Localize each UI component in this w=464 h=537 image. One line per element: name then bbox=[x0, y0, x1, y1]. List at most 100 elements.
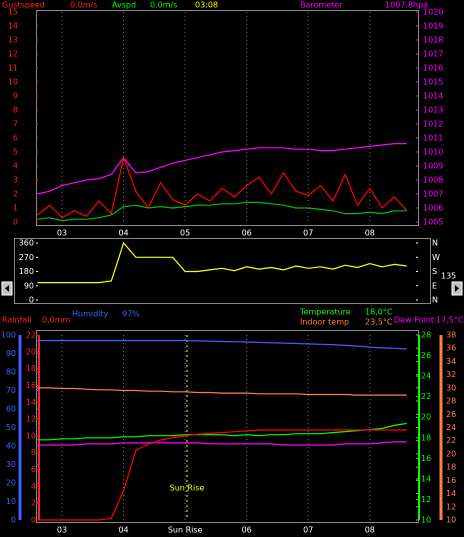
y-tick-label: 1014 bbox=[423, 92, 443, 101]
y-tick-label: 1020 bbox=[423, 8, 443, 17]
y-tick-label: 80 bbox=[6, 368, 16, 377]
x-tick-label: 03 bbox=[57, 229, 67, 238]
y-tick-label: 90 bbox=[6, 349, 16, 358]
annotation-text: Sun Rise bbox=[170, 484, 205, 493]
y-tick-label: 28 bbox=[421, 331, 431, 340]
x-tick-label: 06 bbox=[242, 526, 252, 535]
direction-panel-frame bbox=[14, 238, 431, 304]
y-tick-label: 0 bbox=[13, 218, 18, 227]
y-tick-label: 1009 bbox=[423, 162, 443, 171]
readout-label: Temperature bbox=[299, 308, 351, 317]
x-tick-label: 04 bbox=[118, 229, 128, 238]
y-tick-label: 1013 bbox=[423, 106, 443, 115]
series-line bbox=[37, 387, 407, 396]
x-tick-label: 07 bbox=[303, 229, 313, 238]
y-tick-label: 9 bbox=[13, 92, 18, 101]
readout-value: 17,5°C bbox=[436, 316, 464, 325]
readout-value: 23,5°C bbox=[365, 318, 393, 327]
y-tick-label: 12 bbox=[421, 495, 431, 504]
y-tick-label: 16 bbox=[26, 381, 36, 390]
y-tick-label: 12 bbox=[446, 502, 456, 511]
y-tick-label: 1 bbox=[13, 204, 18, 213]
y-tick-label: 18 bbox=[26, 364, 36, 373]
y-tick-label: 14 bbox=[446, 489, 456, 498]
y-tick-label: 2 bbox=[13, 190, 18, 199]
series-line bbox=[37, 429, 407, 521]
scroll-left-icon bbox=[5, 285, 9, 292]
y-tick-label: 5 bbox=[13, 148, 18, 157]
x-tick-label: 07 bbox=[303, 526, 313, 535]
y-tick-label: 4 bbox=[31, 482, 36, 491]
y-tick-label: 12 bbox=[26, 415, 36, 424]
y-tick-label: 10 bbox=[421, 516, 431, 525]
y-tick-label: 14 bbox=[8, 22, 18, 31]
y-tick-label: 38 bbox=[446, 331, 456, 340]
readout-value: 0.0m/s bbox=[70, 1, 97, 10]
y-tick-label: 24 bbox=[421, 372, 431, 381]
y-tick-label: N bbox=[432, 239, 438, 248]
readout-label: Avspd bbox=[112, 1, 136, 10]
readout-label: Indoor temp bbox=[300, 318, 349, 327]
y-tick-label: 10 bbox=[8, 78, 18, 87]
y-tick-label: 1016 bbox=[423, 64, 443, 73]
y-tick-label: 22 bbox=[421, 392, 431, 401]
series-line bbox=[37, 201, 407, 222]
y-tick-label: 20 bbox=[421, 413, 431, 422]
y-tick-label: 1012 bbox=[423, 120, 443, 129]
y-tick-label: 0 bbox=[31, 516, 36, 525]
y-tick-label: 14 bbox=[421, 474, 431, 483]
y-tick-label: 1017 bbox=[423, 50, 443, 59]
y-tick-label: 1005 bbox=[423, 218, 443, 227]
y-tick-label: 1011 bbox=[423, 134, 443, 143]
y-tick-label: 28 bbox=[446, 397, 456, 406]
x-tick-label: 08 bbox=[365, 229, 375, 238]
y-tick-label: 4 bbox=[13, 162, 18, 171]
y-tick-label: 15 bbox=[8, 8, 18, 17]
x-tick-label: 08 bbox=[365, 526, 375, 535]
y-tick-label: 20 bbox=[26, 347, 36, 356]
y-tick-label: 1008 bbox=[423, 176, 443, 185]
readout-value: 97% bbox=[122, 310, 140, 319]
readout-label: Dew Point bbox=[394, 316, 434, 325]
y-tick-label: 13 bbox=[8, 36, 18, 45]
x-tick-label: 04 bbox=[118, 526, 128, 535]
y-tick-label: 3 bbox=[13, 176, 18, 185]
readout-label: Rainfall bbox=[2, 316, 32, 325]
y-tick-label: S bbox=[432, 267, 437, 276]
x-tick-label: 06 bbox=[242, 229, 252, 238]
y-tick-label: 90 bbox=[24, 281, 34, 290]
readout-time: 03:08 bbox=[195, 1, 218, 10]
readout-value: 135 bbox=[441, 272, 456, 281]
y-tick-label: 36 bbox=[446, 344, 456, 353]
series-line bbox=[37, 441, 407, 446]
readout-label: Gustspeed bbox=[2, 1, 45, 10]
y-tick-label: 30 bbox=[6, 460, 16, 469]
y-tick-label: 0 bbox=[11, 516, 16, 525]
y-tick-label: 0 bbox=[29, 296, 34, 305]
y-tick-label: 14 bbox=[26, 398, 36, 407]
y-tick-label: 26 bbox=[446, 410, 456, 419]
y-tick-label: 22 bbox=[26, 331, 36, 340]
y-tick-label: 34 bbox=[446, 357, 456, 366]
y-tick-label: 30 bbox=[446, 383, 456, 392]
y-tick-label: N bbox=[432, 296, 438, 305]
y-tick-label: 60 bbox=[6, 405, 16, 414]
y-tick-label: 1015 bbox=[423, 78, 443, 87]
x-tick-label: Sun Rise bbox=[168, 526, 203, 535]
y-tick-label: 10 bbox=[26, 431, 36, 440]
x-tick-label: 05 bbox=[180, 229, 190, 238]
y-tick-label: 16 bbox=[421, 454, 431, 463]
y-tick-label: 6 bbox=[31, 465, 36, 474]
y-tick-label: 16 bbox=[446, 476, 456, 485]
y-tick-label: 20 bbox=[6, 479, 16, 488]
y-tick-label: 50 bbox=[6, 423, 16, 432]
y-tick-label: 7 bbox=[13, 120, 18, 129]
scroll-right-icon bbox=[455, 285, 459, 292]
y-tick-label: 40 bbox=[6, 442, 16, 451]
series-line bbox=[37, 143, 407, 195]
y-tick-label: 100 bbox=[1, 331, 16, 340]
series-line bbox=[37, 340, 407, 350]
y-tick-label: 8 bbox=[13, 106, 18, 115]
series-line bbox=[37, 241, 407, 284]
readout-value: 18,0°C bbox=[365, 308, 393, 317]
